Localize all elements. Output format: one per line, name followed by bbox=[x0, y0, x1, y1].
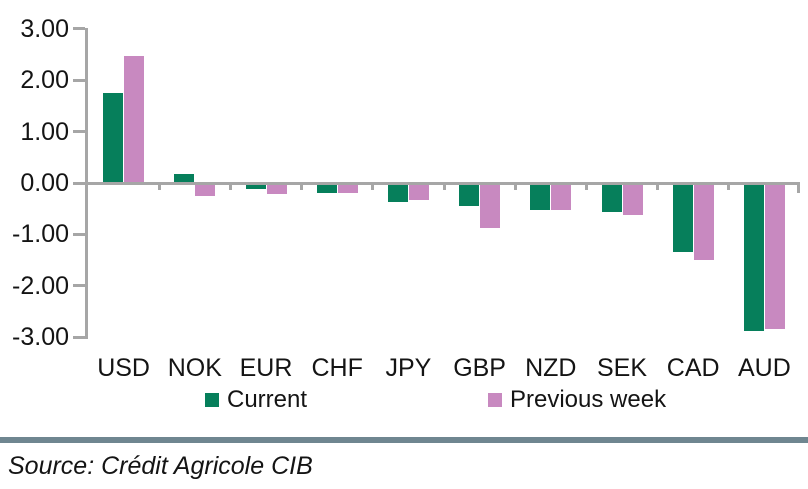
bar-current-NZD bbox=[530, 183, 551, 210]
x-axis-tick bbox=[371, 183, 375, 190]
bar-current-GBP bbox=[459, 183, 480, 207]
legend-item-previous-week: Previous week bbox=[488, 388, 666, 412]
x-axis-category-label: SEK bbox=[596, 354, 648, 382]
bar-previous-week-NZD bbox=[551, 183, 572, 210]
x-axis-tick bbox=[442, 183, 446, 190]
x-axis-tick bbox=[727, 183, 731, 190]
y-axis-tick-label: -3.00 bbox=[12, 323, 69, 352]
bar-current-CHF bbox=[316, 183, 337, 194]
y-axis-tick bbox=[73, 335, 85, 339]
y-axis-line bbox=[85, 28, 88, 339]
bar-previous-week-USD bbox=[124, 55, 145, 183]
bar-previous-week-AUD bbox=[764, 183, 785, 330]
bar-previous-week-GBP bbox=[480, 183, 501, 229]
y-axis-tick bbox=[73, 78, 85, 82]
y-axis-tick-label: -1.00 bbox=[12, 220, 69, 249]
x-axis-tick bbox=[656, 183, 660, 190]
y-axis-tick-label: 3.00 bbox=[20, 14, 69, 43]
bar-current-AUD bbox=[743, 183, 764, 332]
y-axis-tick bbox=[73, 27, 85, 31]
y-axis-tick bbox=[73, 181, 85, 185]
bar-current-EUR bbox=[245, 183, 266, 190]
y-axis-tick-label: 1.00 bbox=[20, 117, 69, 146]
x-axis-end-tick bbox=[797, 181, 800, 193]
bar-previous-week-JPY bbox=[408, 183, 429, 200]
bar-current-JPY bbox=[387, 183, 408, 203]
previous-week-series-swatch-icon bbox=[488, 393, 502, 407]
y-axis-tick bbox=[73, 284, 85, 288]
source-attribution: Source: Crédit Agricole CIB bbox=[8, 452, 313, 480]
bar-current-USD bbox=[103, 93, 124, 183]
y-axis-tick bbox=[73, 130, 85, 134]
x-axis-tick bbox=[228, 183, 232, 190]
x-axis-category-label: JPY bbox=[385, 354, 432, 382]
bar-previous-week-CAD bbox=[693, 183, 714, 261]
y-axis-tick bbox=[73, 232, 85, 236]
x-axis-category-label: NOK bbox=[167, 354, 222, 382]
x-axis-tick bbox=[300, 183, 304, 190]
x-axis-category-label: GBP bbox=[453, 354, 506, 382]
x-axis-category-label: CAD bbox=[666, 354, 720, 382]
x-axis-category-label: CHF bbox=[311, 354, 363, 382]
legend-item-current: Current bbox=[205, 388, 307, 412]
x-axis-category-label: EUR bbox=[239, 354, 293, 382]
x-axis-category-label: NZD bbox=[525, 354, 577, 382]
bar-previous-week-EUR bbox=[266, 183, 287, 194]
y-axis-tick-label: 0.00 bbox=[20, 169, 69, 197]
y-axis-tick-label: -2.00 bbox=[12, 271, 69, 300]
bar-current-SEK bbox=[601, 183, 622, 213]
bar-current-CAD bbox=[672, 183, 693, 253]
x-axis-tick bbox=[584, 183, 588, 190]
x-axis-tick bbox=[157, 183, 161, 190]
legend-label-current: Current bbox=[227, 386, 308, 413]
bar-current-NOK bbox=[174, 173, 195, 183]
bar-previous-week-NOK bbox=[195, 183, 216, 197]
divider-rule bbox=[0, 437, 808, 443]
x-axis-category-label: USD bbox=[97, 354, 150, 382]
current-series-swatch-icon bbox=[205, 393, 219, 407]
y-axis-tick-label: 2.00 bbox=[20, 66, 69, 95]
legend-label-previous-week: Previous week bbox=[510, 386, 667, 413]
x-axis-category-label: AUD bbox=[737, 354, 791, 382]
bar-previous-week-SEK bbox=[622, 183, 643, 215]
x-axis-tick bbox=[513, 183, 517, 190]
bar-previous-week-CHF bbox=[337, 183, 358, 194]
